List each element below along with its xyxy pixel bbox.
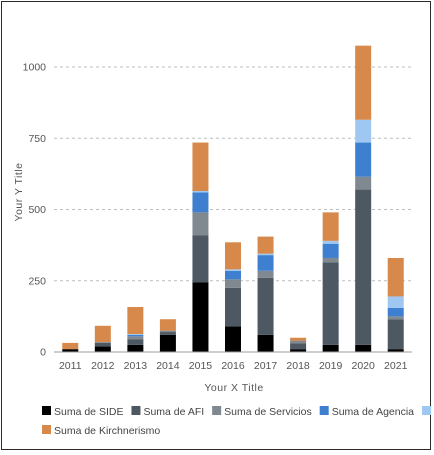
x-tick-label: 2016 <box>221 360 245 372</box>
bar-segment <box>387 316 404 320</box>
bar-segment <box>290 340 307 344</box>
legend-label: Suma de Servicios <box>224 406 312 418</box>
bar-segment <box>257 253 274 256</box>
legend-label: Suma de AFI <box>143 406 204 418</box>
bar-segment <box>94 346 111 352</box>
bar-segment <box>355 176 372 190</box>
bar-segment <box>387 296 404 308</box>
y-tick-label: 0 <box>40 347 46 359</box>
legend-swatch <box>131 406 141 415</box>
bar-segment <box>159 334 176 352</box>
bar-segment <box>225 242 241 270</box>
bar-segment <box>127 306 144 335</box>
bar-segment <box>62 342 79 350</box>
bar-segment <box>290 343 307 350</box>
x-tick-label: 2013 <box>124 360 148 372</box>
bar-segment <box>127 344 144 352</box>
bar-segment <box>127 339 144 345</box>
bar-segment <box>322 262 339 345</box>
bar-segment <box>387 349 404 352</box>
bar-segment <box>257 236 274 254</box>
bar-segment <box>192 212 209 236</box>
legend-label: Suma de Kirchnerismo <box>54 425 160 437</box>
bar-segment <box>387 257 404 297</box>
bar-segment <box>225 270 241 280</box>
y-axis-title: Your Y Title <box>13 163 25 222</box>
bar-segment <box>159 330 176 333</box>
bar-segment <box>322 344 339 352</box>
bar-segment <box>127 336 144 340</box>
bar-segment <box>225 269 241 271</box>
x-tick-label: 2015 <box>189 360 213 372</box>
x-tick-label: 2012 <box>91 360 115 372</box>
legend: Suma de SIDE Suma de AFI Suma de Servicios… <box>42 406 432 437</box>
x-tick-label: 2018 <box>286 360 310 372</box>
bar-segment <box>355 344 372 352</box>
legend-swatch <box>319 406 329 415</box>
bar-segment <box>355 119 372 143</box>
bar-segment <box>290 337 307 341</box>
bar-segment <box>322 243 339 258</box>
bar-segment <box>387 319 404 350</box>
bar-segment <box>322 257 339 263</box>
x-tick-label: 2020 <box>352 360 376 372</box>
bar-segment <box>322 212 339 241</box>
bar-segment <box>225 279 241 288</box>
y-tick-label: 750 <box>28 133 46 145</box>
x-tick-label: 2021 <box>384 360 408 372</box>
bar-segment <box>159 332 176 335</box>
bar-segment <box>355 45 372 120</box>
bar-segment <box>322 240 339 244</box>
y-tick-label: 1000 <box>23 62 47 74</box>
bar-segment <box>62 349 79 352</box>
bar-segment <box>192 235 209 283</box>
x-tick-label: 2017 <box>254 360 278 372</box>
x-tick-label: 2011 <box>59 360 82 372</box>
legend-swatch <box>42 425 51 434</box>
axis-layer: 0 250 500 750 1000 2011 2012 2013 2014 2015 2016 20… <box>23 62 412 372</box>
chart-frame: 0 250 500 750 1000 2011 2012 2013 2014 2015 2016 20… <box>1 1 432 450</box>
bar-segment <box>94 342 111 347</box>
legend-swatch <box>212 406 222 415</box>
x-tick-label: 2014 <box>156 360 180 372</box>
bar-segment <box>192 191 209 193</box>
x-tick-label: 2019 <box>319 360 343 372</box>
bar-segment <box>192 282 209 352</box>
y-tick-label: 250 <box>28 275 46 287</box>
legend-label: Suma de SIDE <box>54 406 123 418</box>
bar-segment <box>257 255 274 271</box>
bar-segment <box>94 325 111 343</box>
bar-segment <box>94 342 111 343</box>
bar-segment <box>257 334 274 352</box>
bar-segment <box>127 334 144 337</box>
bar-segment <box>355 142 372 177</box>
x-axis-title: Your X Title <box>204 382 263 394</box>
legend-label: Suma de Agencia <box>332 406 414 418</box>
bar-segment <box>192 192 209 213</box>
legend-swatch <box>422 406 432 415</box>
legend-swatch <box>42 406 51 415</box>
bar-segment <box>192 142 209 191</box>
bar-segment <box>290 349 307 352</box>
bar-segment <box>225 287 241 327</box>
y-tick-label: 500 <box>28 204 46 216</box>
bar-segment <box>225 326 241 352</box>
bar-segment <box>257 277 274 335</box>
bar-segment <box>159 319 176 331</box>
bar-segment <box>387 307 404 317</box>
bar-layer <box>62 45 404 352</box>
bar-segment <box>257 270 274 278</box>
bar-segment <box>355 189 372 345</box>
bar-segment <box>127 334 144 335</box>
